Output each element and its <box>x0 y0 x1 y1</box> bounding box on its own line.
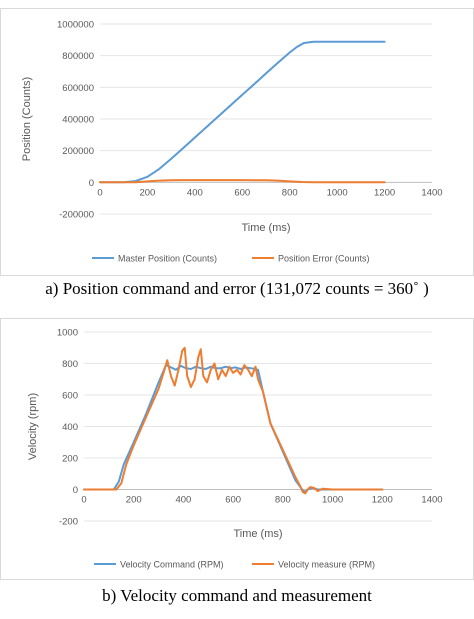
x-axis-title: Time (ms) <box>233 528 282 540</box>
position-chart-caption: a) Position command and error (131,072 c… <box>45 279 429 298</box>
velocity-chart-panel: -200 0 200 400 600 800 1000 0 200 400 600 800 1000 12… <box>0 318 474 580</box>
y-tick-label: -200 <box>59 517 78 528</box>
x-tick-label: 400 <box>187 187 203 198</box>
y-tick-label: 600000 <box>62 83 94 94</box>
y-tick-label: 800000 <box>62 51 94 62</box>
x-tick-label: 600 <box>225 495 241 506</box>
y-tick-label: 600 <box>62 391 78 402</box>
legend-label-1: Master Position (Counts) <box>118 254 217 264</box>
x-tick-label: 0 <box>81 495 86 506</box>
x-tick-label: 1000 <box>327 187 348 198</box>
legend-label-2: Velocity measure (RPM) <box>278 560 375 570</box>
x-tick-label: 200 <box>139 187 155 198</box>
x-tick-label: 0 <box>97 187 102 198</box>
y-tick-label: 0 <box>73 485 78 496</box>
position-chart: -200000 0 200000 400000 600000 800000 1000000 0… <box>0 8 474 276</box>
legend-label-2: Position Error (Counts) <box>278 254 370 264</box>
y-tick-label: 1000000 <box>57 20 94 31</box>
y-tick-label: 400 <box>62 422 78 433</box>
series-line-2 <box>83 346 384 495</box>
position-chart-panel: -200000 0 200000 400000 600000 800000 1000000 0… <box>0 8 474 276</box>
x-tick-label: 1400 <box>421 495 442 506</box>
velocity-chart-caption: b) Velocity command and measurement <box>102 586 372 605</box>
y-tick-label: 400000 <box>62 115 94 126</box>
y-tick-label: 200 <box>62 454 78 465</box>
x-tick-label: 600 <box>234 187 250 198</box>
x-tick-label: 800 <box>275 495 291 506</box>
series-line-2 <box>99 179 386 184</box>
y-axis-title: Velocity (rpm) <box>27 393 39 460</box>
y-tick-label: 800 <box>62 359 78 370</box>
y-axis-title: Position (Counts) <box>21 77 33 161</box>
chart-border <box>0 318 474 580</box>
x-tick-label: 400 <box>175 495 191 506</box>
y-tick-label: -200000 <box>59 210 94 221</box>
x-axis-title: Time (ms) <box>241 222 290 234</box>
chart-border <box>0 8 474 276</box>
legend-label-1: Velocity Command (RPM) <box>120 560 224 570</box>
x-tick-label: 800 <box>282 187 298 198</box>
series-line-1 <box>83 364 384 493</box>
x-tick-label: 200 <box>126 495 142 506</box>
x-tick-label: 1000 <box>322 495 343 506</box>
series-line-1 <box>99 40 386 184</box>
y-tick-label: 1000 <box>57 328 78 339</box>
x-tick-label: 1400 <box>421 187 442 198</box>
y-tick-label: 0 <box>89 178 94 189</box>
x-tick-label: 1200 <box>372 495 393 506</box>
y-tick-label: 200000 <box>62 146 94 157</box>
x-tick-label: 1200 <box>374 187 395 198</box>
